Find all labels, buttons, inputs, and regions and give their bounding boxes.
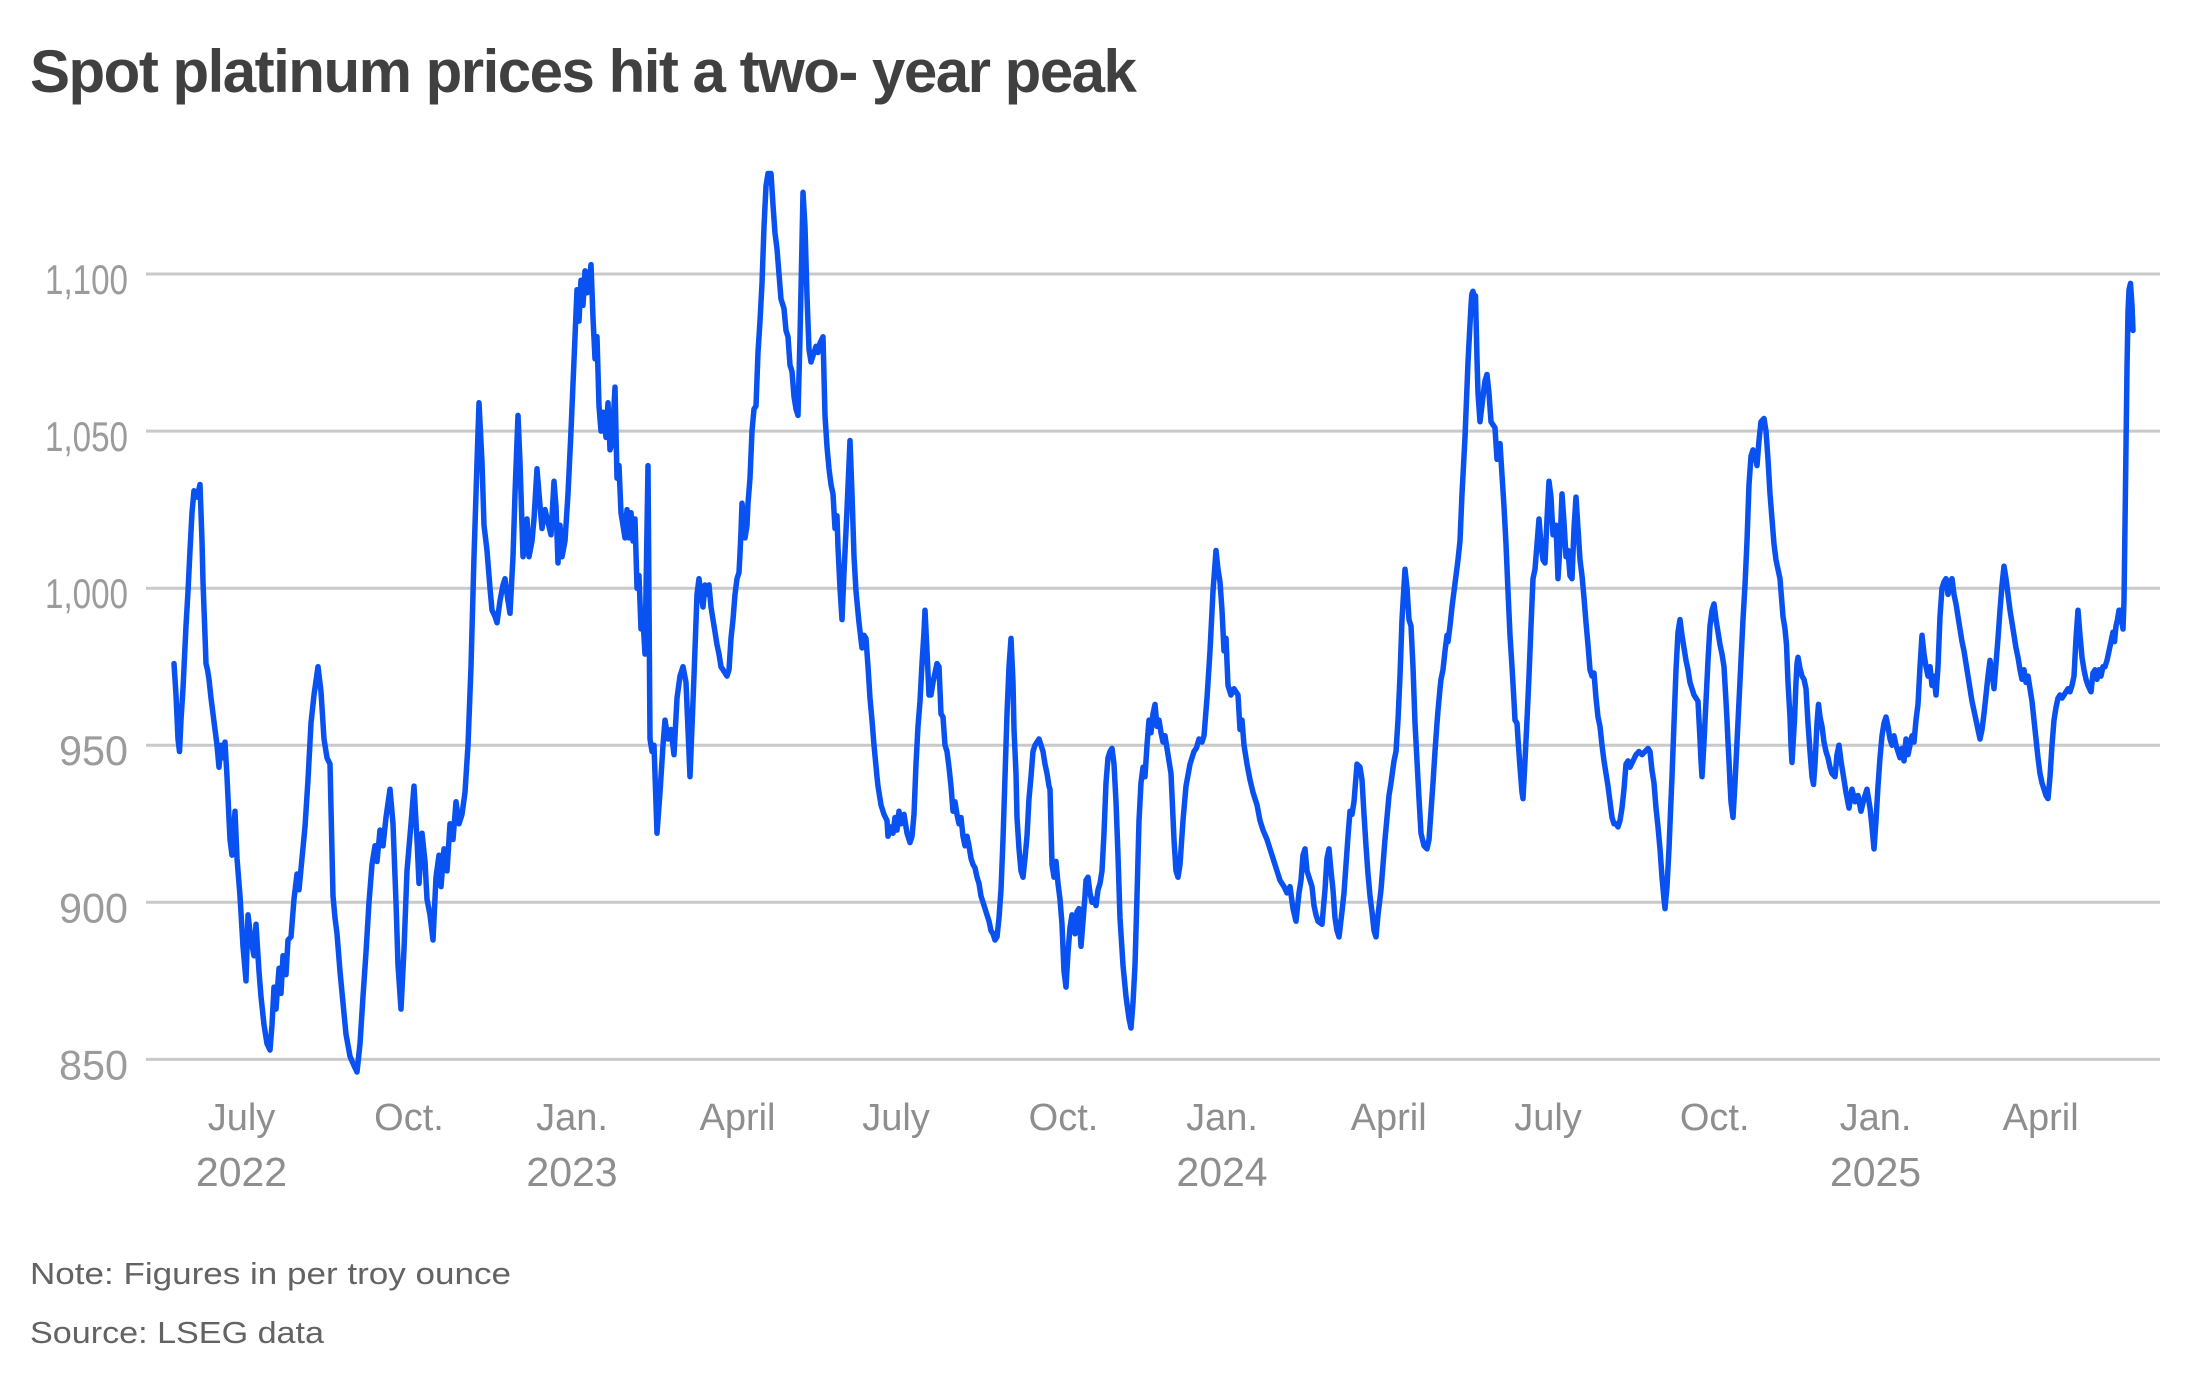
svg-text:Jan.: Jan. xyxy=(536,1097,608,1139)
svg-text:1,000: 1,000 xyxy=(45,570,128,617)
svg-text:Oct.: Oct. xyxy=(374,1097,444,1139)
svg-text:April: April xyxy=(699,1097,775,1139)
svg-text:July: July xyxy=(862,1097,930,1139)
svg-text:2025: 2025 xyxy=(1830,1149,1921,1195)
svg-text:Jan.: Jan. xyxy=(1186,1097,1258,1139)
svg-text:Source: LSEG data: Source: LSEG data xyxy=(30,1315,325,1350)
svg-text:2024: 2024 xyxy=(1176,1149,1267,1195)
svg-text:Oct.: Oct. xyxy=(1680,1097,1750,1139)
svg-text:2023: 2023 xyxy=(526,1149,617,1195)
svg-text:April: April xyxy=(1351,1097,1427,1139)
svg-text:950: 950 xyxy=(59,727,128,774)
svg-text:Oct.: Oct. xyxy=(1029,1097,1099,1139)
svg-text:Jan.: Jan. xyxy=(1840,1097,1912,1139)
svg-text:April: April xyxy=(2003,1097,2079,1139)
svg-text:July: July xyxy=(208,1097,276,1139)
svg-text:850: 850 xyxy=(59,1041,128,1088)
svg-text:Note: Figures in per troy ounc: Note: Figures in per troy ounce xyxy=(30,1256,511,1291)
svg-text:July: July xyxy=(1514,1097,1582,1139)
svg-text:1,100: 1,100 xyxy=(45,256,128,303)
svg-text:1,050: 1,050 xyxy=(45,413,128,460)
svg-text:900: 900 xyxy=(59,884,128,931)
svg-text:Spot platinum prices hit a two: Spot platinum prices hit a two- year pea… xyxy=(30,38,1138,105)
svg-text:2022: 2022 xyxy=(196,1149,287,1195)
